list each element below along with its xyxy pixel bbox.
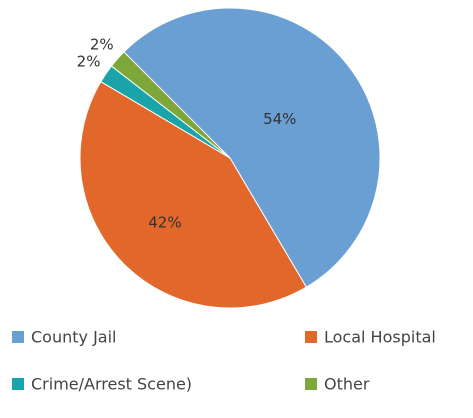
slice-label: 2%: [90, 35, 114, 53]
pie-slice: [79, 80, 308, 309]
slice-label: 2%: [77, 52, 101, 70]
legend-swatch: [305, 378, 317, 390]
legend-swatch: [12, 331, 24, 343]
legend-label: Other: [324, 375, 370, 394]
legend-swatch: [12, 378, 24, 390]
slice-label: 54%: [263, 110, 296, 128]
legend-label: County Jail: [31, 328, 116, 347]
legend-swatch: [305, 331, 317, 343]
pie-slice: [123, 7, 381, 288]
slice-label: 42%: [148, 214, 181, 232]
legend-label: Crime/Arrest Scene): [31, 375, 192, 394]
pie-slice: [110, 51, 231, 159]
legend-label: Local Hospital: [324, 328, 436, 347]
